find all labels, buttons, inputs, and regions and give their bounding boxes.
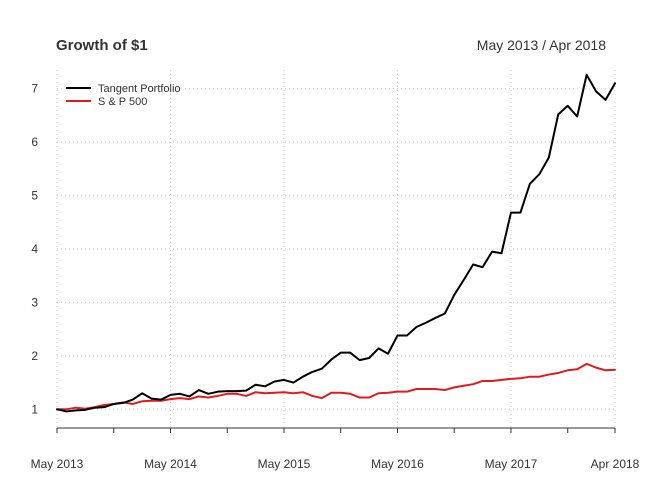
chart-period: May 2013 / Apr 2018 [477, 37, 606, 53]
x-tick-label: May 2015 [258, 457, 311, 471]
legend-label: S & P 500 [98, 96, 147, 108]
series-line-sp500 [56, 362, 616, 411]
y-tick-label: 3 [31, 295, 38, 309]
y-tick-label: 7 [31, 82, 38, 96]
x-tick-label: May 2016 [371, 457, 424, 471]
y-tick-label: 6 [31, 135, 38, 149]
series-line-tangent-portfolio [56, 73, 616, 413]
y-tick-label: 1 [31, 402, 38, 416]
x-tick-label: Apr 2018 [591, 457, 640, 471]
x-tick-label: May 2014 [144, 457, 197, 471]
y-tick-label: 2 [31, 349, 38, 363]
y-tick-label: 4 [31, 242, 38, 256]
series-layer [56, 73, 616, 413]
grid-layer [56, 70, 616, 428]
x-tick-label: May 2017 [485, 457, 538, 471]
x-tick-label: May 2013 [31, 457, 84, 471]
legend-label: Tangent Portfolio [98, 83, 181, 95]
y-tick-label: 5 [31, 189, 38, 203]
axis-layer: 1 2 3 4 5 6 7 May 2013 May 2014 May 2015 May 2016 M… [31, 82, 640, 471]
chart-title: Growth of $1 [56, 37, 148, 54]
